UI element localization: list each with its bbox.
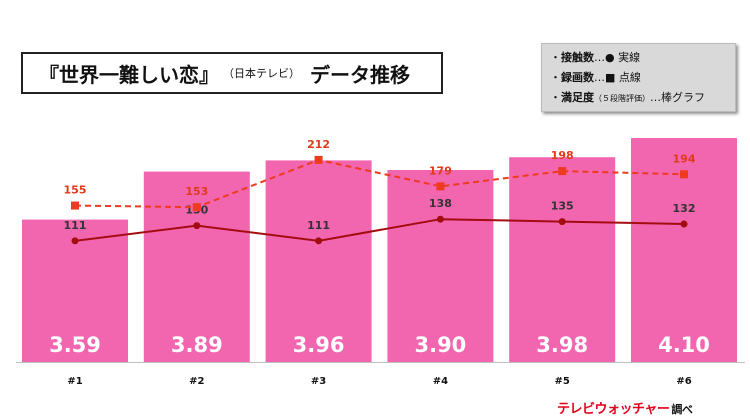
contacts-value-label: 132 — [673, 202, 696, 215]
contacts-value-label: 111 — [64, 219, 87, 232]
x-tick-label: #1 — [67, 376, 82, 387]
contacts-point — [193, 222, 201, 230]
recordings-point — [436, 182, 445, 191]
legend-desc-contacts: …● 実線 — [594, 51, 641, 64]
legend-key-satisfaction: 満足度 — [561, 91, 594, 104]
recordings-point — [314, 155, 323, 164]
bar-value-label: 3.89 — [171, 333, 223, 357]
recordings-line — [74, 158, 685, 209]
legend-key-contacts: 接触数 — [561, 51, 594, 64]
brand-logo: テレビウォッチャー 調べ — [557, 398, 693, 417]
contacts-point — [558, 218, 566, 226]
bar-5 — [509, 157, 616, 362]
legend-row-contacts: ・接触数…● 実線 — [550, 48, 735, 68]
bar-value-label: 3.90 — [414, 333, 466, 357]
x-tick-label: #2 — [189, 376, 204, 387]
title-suffix: データ推移 — [310, 62, 410, 87]
x-tick-label: #5 — [555, 376, 570, 387]
recordings-value-label: 155 — [64, 184, 87, 197]
bullet-icon: ・ — [550, 71, 561, 84]
title-network: （日本テレビ） — [223, 67, 300, 80]
legend-key-recordings: 録画数 — [561, 71, 594, 84]
bar-value-label: 3.96 — [293, 333, 345, 357]
recordings-value-label: 179 — [429, 164, 452, 177]
bullet-icon: ・ — [550, 51, 561, 64]
contacts-point — [315, 237, 323, 245]
x-tick-label: #3 — [311, 376, 326, 387]
contacts-value-label: 135 — [551, 200, 574, 213]
legend-desc-recordings: …■ 点線 — [594, 71, 641, 84]
brand-name: テレビウォッチャー — [557, 402, 670, 417]
chart-title: 『世界一難しい恋』 （日本テレビ） データ推移 — [21, 52, 443, 94]
bar-4 — [387, 170, 494, 362]
recordings-point — [192, 203, 201, 212]
recordings-value-label: 194 — [673, 152, 696, 165]
contacts-value-label: 111 — [307, 219, 330, 232]
contacts-point — [680, 220, 688, 228]
bar-value-label: 3.59 — [49, 333, 101, 357]
recordings-value-label: 198 — [551, 149, 574, 162]
title-main: 『世界一難しい恋』 — [39, 62, 219, 87]
legend-row-satisfaction: ・満足度（５段階評価）…棒グラフ — [550, 88, 735, 108]
recordings-point — [680, 170, 688, 179]
recordings-point — [71, 201, 79, 210]
contacts-point — [436, 215, 444, 223]
legend: ・接触数…● 実線 ・録画数…■ 点線 ・満足度（５段階評価）…棒グラフ — [541, 43, 736, 112]
contacts-value-label: 138 — [429, 197, 452, 210]
contacts-line — [74, 218, 685, 242]
bar-value-label: 4.10 — [658, 333, 710, 357]
legend-desc-satisfaction: …棒グラフ — [650, 91, 705, 104]
recordings-point — [558, 167, 567, 176]
x-tick-label: #4 — [433, 376, 448, 387]
x-tick-label: #6 — [676, 376, 691, 387]
brand-suffix: 調べ — [671, 403, 693, 416]
legend-detail-satisfaction: （５段階評価） — [594, 94, 650, 103]
bar-value-label: 3.98 — [536, 333, 588, 357]
contacts-point — [71, 237, 79, 245]
bullet-icon: ・ — [550, 91, 561, 104]
recordings-value-label: 212 — [307, 138, 330, 151]
legend-row-recordings: ・録画数…■ 点線 — [550, 68, 735, 88]
recordings-value-label: 153 — [185, 185, 208, 198]
bar-3 — [265, 160, 372, 362]
